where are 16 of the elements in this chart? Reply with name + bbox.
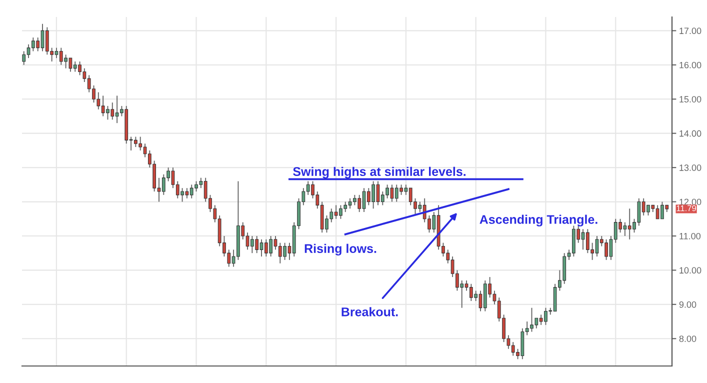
annotation: Ascending Triangle. — [480, 214, 598, 226]
annotation: Rising lows. — [304, 244, 376, 256]
candlestick — [22, 50, 26, 66]
annotation: Swing highs at similar levels. — [293, 166, 466, 179]
annotation: Breakout. — [342, 307, 398, 316]
y-tick-label: 16.00 — [680, 62, 702, 68]
y-tick-label: 15.00 — [680, 96, 702, 102]
y-tick-label: 9.00 — [679, 301, 696, 308]
y-tick-label: 13.00 — [680, 164, 702, 171]
y-tick-label: 8.00 — [679, 336, 696, 342]
text: 11.79 — [676, 205, 696, 212]
y-tick-label: 14.00 — [680, 130, 702, 137]
y-tick-label: 17.00 — [680, 28, 702, 34]
y-tick-label: 11.00 — [680, 232, 701, 240]
y-tick-label: 12.00 — [680, 198, 702, 206]
y-tick-label: 10.00 — [680, 267, 702, 274]
